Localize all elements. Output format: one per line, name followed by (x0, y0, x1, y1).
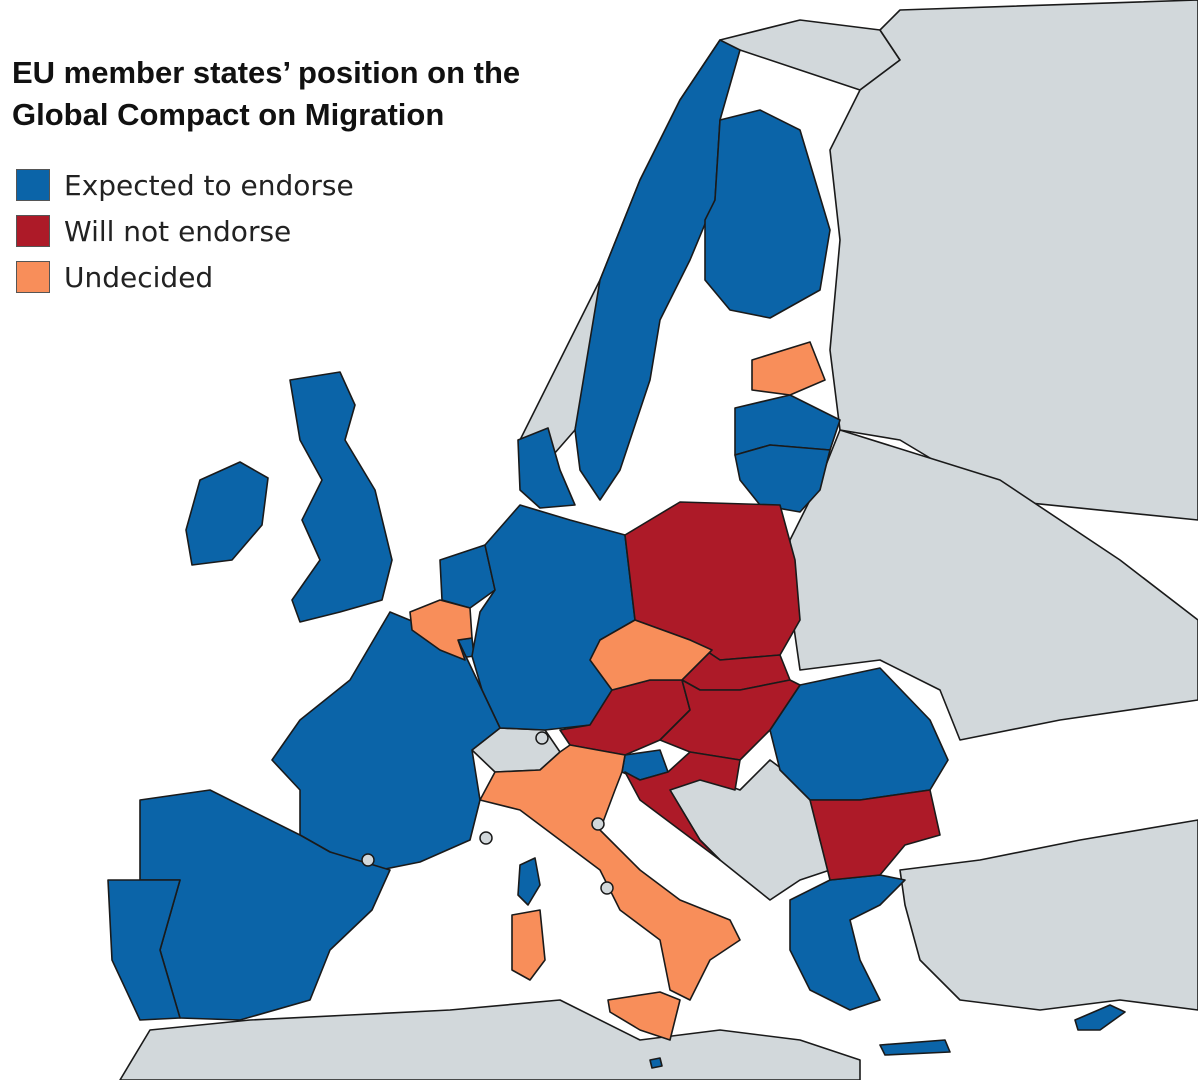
portugal (107, 879, 181, 1021)
city-markers (361, 731, 614, 895)
legend-swatch (16, 215, 50, 247)
legend-swatch (16, 169, 50, 201)
city-marker (479, 831, 493, 845)
non-eu-land (119, 0, 1198, 1080)
ireland (185, 461, 269, 566)
corsica (517, 857, 541, 906)
czech-republic (589, 619, 713, 691)
map-title-line-2: Global Compact on Migration (12, 97, 445, 132)
endorse-countries (107, 39, 1126, 1069)
lithuania (734, 444, 831, 513)
legend-item-endorse: Expected to endorse (16, 162, 354, 208)
belgium (409, 599, 473, 661)
hungary (659, 679, 801, 761)
map-title: EU member states’ position on the Global… (12, 52, 632, 136)
united-kingdom (289, 371, 393, 623)
finland (704, 109, 831, 319)
sicily (607, 991, 681, 1041)
legend: Expected to endorse Will not endorse Und… (16, 162, 354, 300)
city-marker (361, 853, 375, 867)
croatia (624, 751, 741, 861)
legend-label: Undecided (64, 260, 214, 294)
not-endorse-countries (559, 501, 941, 881)
city-marker (591, 817, 605, 831)
bulgaria (809, 789, 941, 881)
legend-label: Expected to endorse (64, 168, 354, 202)
netherlands (439, 544, 496, 609)
city-marker (600, 881, 614, 895)
sardinia (511, 909, 546, 981)
legend-swatch (16, 261, 50, 293)
russia-north (829, 0, 1198, 521)
crete (879, 1039, 951, 1056)
malta (649, 1057, 663, 1069)
greece (789, 874, 906, 1011)
legend-item-undecided: Undecided (16, 254, 354, 300)
legend-label: Will not endorse (64, 214, 292, 248)
north-africa (119, 999, 861, 1080)
legend-item-not-endorse: Will not endorse (16, 208, 354, 254)
map-title-line-1: EU member states’ position on the (12, 55, 521, 90)
estonia (751, 341, 826, 396)
city-marker (535, 731, 549, 745)
cyprus (1074, 1004, 1126, 1031)
sweden (574, 39, 741, 501)
turkey (899, 819, 1198, 1011)
undecided-countries (409, 341, 826, 1041)
denmark (517, 427, 576, 509)
